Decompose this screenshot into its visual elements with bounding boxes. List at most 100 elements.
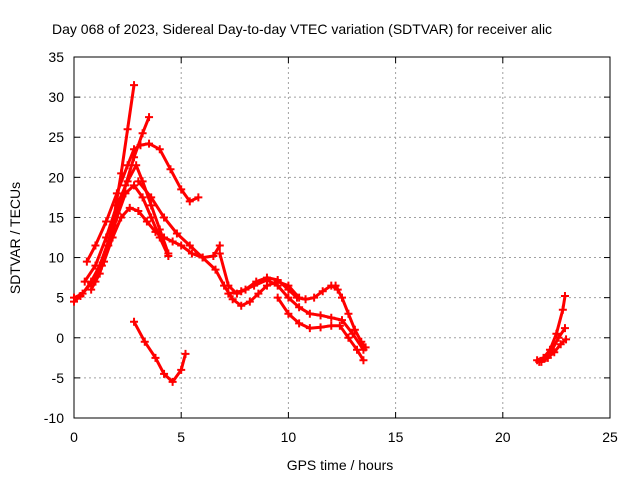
data-point-marker — [215, 249, 224, 258]
data-point-marker — [134, 177, 143, 186]
data-point-marker — [130, 145, 139, 154]
data-point-marker — [284, 285, 293, 294]
chart-title: Day 068 of 2023, Sidereal Day-to-day VTE… — [52, 21, 552, 37]
data-point-marker — [166, 165, 175, 174]
x-tick-label: 25 — [602, 429, 618, 445]
data-point-marker — [91, 261, 100, 270]
y-tick-label: 35 — [48, 49, 64, 65]
series-trace — [276, 296, 365, 362]
data-point-marker — [537, 357, 546, 366]
data-point-marker — [177, 365, 186, 374]
data-point-marker — [331, 281, 340, 290]
grid — [74, 57, 610, 418]
data-point-marker — [224, 289, 233, 298]
data-point-marker — [237, 301, 246, 310]
data-point-marker — [140, 337, 149, 346]
data-point-marker — [123, 177, 132, 186]
data-point-marker — [560, 324, 569, 333]
data-point-marker — [185, 197, 194, 206]
data-point-marker — [250, 281, 259, 290]
data-point-marker — [543, 353, 552, 362]
data-point-marker — [130, 181, 139, 190]
series-arc-12 — [130, 317, 190, 386]
data-point-marker — [357, 337, 366, 346]
series-arc-7 — [134, 177, 304, 310]
data-point-marker — [147, 213, 156, 222]
data-point-marker — [338, 293, 346, 302]
data-point-marker — [301, 295, 310, 304]
x-tick-label: 5 — [177, 429, 185, 445]
y-axis-title: SDTVAR / TECUs — [7, 182, 23, 294]
series-arc-11 — [331, 281, 370, 352]
data-point-marker — [172, 229, 181, 238]
y-tick-label: 10 — [48, 250, 64, 266]
axis-ticks: 0 5 10 15 20 25 -10 -5 0 5 10 15 20 25 30 35 — [44, 49, 618, 445]
data-point-marker — [78, 289, 87, 298]
x-axis-title: GPS time / hours — [287, 457, 394, 473]
data-point-marker — [295, 319, 304, 328]
series-arc-9 — [224, 276, 368, 354]
data-point-marker — [284, 293, 293, 302]
data-point-marker — [318, 287, 327, 296]
series-trace — [132, 320, 187, 384]
data-point-marker — [350, 325, 359, 334]
data-point-marker — [136, 141, 145, 150]
data-point-marker — [134, 207, 143, 216]
data-point-marker — [310, 293, 319, 302]
data-point-marker — [327, 321, 336, 330]
data-point-marker — [560, 292, 569, 301]
data-point-marker — [185, 241, 194, 250]
data-point-marker — [177, 241, 186, 250]
data-point-marker — [361, 343, 370, 352]
data-point-marker — [82, 257, 91, 266]
data-point-marker — [142, 217, 151, 226]
data-point-marker — [145, 113, 154, 122]
data-point-marker — [80, 277, 89, 286]
data-point-marker — [121, 189, 130, 198]
data-point-marker — [125, 203, 134, 212]
data-point-marker — [550, 348, 559, 357]
y-tick-label: 5 — [56, 290, 64, 306]
data-point-marker — [554, 333, 563, 342]
data-point-marker — [552, 329, 561, 338]
y-tick-label: 0 — [56, 330, 64, 346]
data-point-marker — [123, 125, 132, 134]
data-point-marker — [316, 311, 325, 320]
data-point-marker — [91, 241, 100, 250]
data-point-marker — [305, 324, 314, 333]
data-point-marker — [132, 161, 141, 170]
data-point-marker — [556, 340, 565, 349]
data-point-marker — [273, 281, 282, 290]
series-trace — [83, 163, 170, 284]
data-point-marker — [273, 293, 282, 302]
data-point-marker — [224, 281, 233, 290]
data-point-marker — [215, 241, 224, 250]
data-point-marker — [344, 333, 353, 342]
data-point-marker — [181, 349, 190, 358]
x-tick-label: 15 — [388, 429, 404, 445]
y-tick-label: 20 — [48, 169, 64, 185]
data-point-marker — [228, 295, 237, 304]
series-arc-6 — [91, 203, 224, 286]
data-point-marker — [284, 309, 293, 318]
data-point-marker — [209, 251, 218, 260]
data-point-marker — [91, 277, 100, 286]
data-point-marker — [198, 253, 207, 262]
y-tick-label: -10 — [44, 410, 64, 426]
data-point-marker — [123, 161, 132, 170]
y-tick-label: 25 — [48, 129, 64, 145]
data-point-marker — [353, 345, 362, 354]
data-point-marker — [335, 321, 344, 330]
y-tick-label: 15 — [48, 209, 64, 225]
series-arc-15 — [537, 335, 571, 366]
data-point-marker — [292, 293, 301, 302]
data-point-marker — [151, 227, 160, 236]
data-point-marker — [130, 81, 139, 90]
y-tick-label: 30 — [48, 89, 64, 105]
data-point-marker — [211, 265, 220, 274]
data-point-marker — [245, 297, 254, 306]
data-point-marker — [102, 217, 111, 226]
data-point-marker — [87, 285, 96, 294]
data-point-marker — [164, 251, 173, 260]
